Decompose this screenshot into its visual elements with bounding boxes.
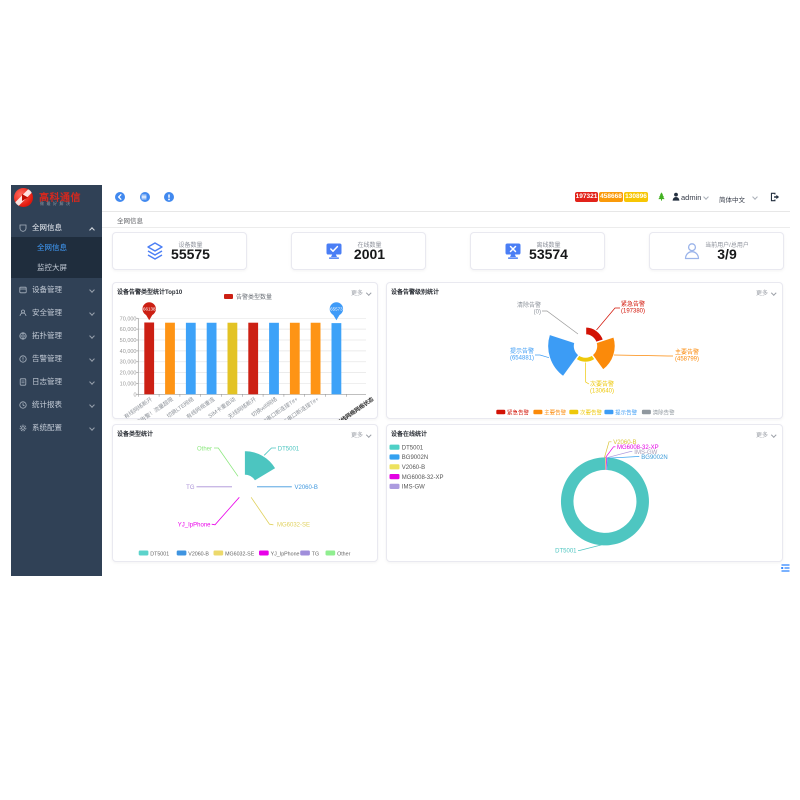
svg-text:DT5001: DT5001 <box>278 447 300 453</box>
svg-text:告警类型数量: 告警类型数量 <box>236 293 272 301</box>
svg-text:Other: Other <box>197 447 212 453</box>
svg-text:BG9002N: BG9002N <box>641 455 667 461</box>
svg-text:次要告警: 次要告警 <box>580 408 603 416</box>
svg-text:IMS-GW: IMS-GW <box>634 450 657 456</box>
svg-text:70,000: 70,000 <box>120 316 137 322</box>
svg-text:BG9002N: BG9002N <box>402 455 428 461</box>
svg-text:65573: 65573 <box>330 307 343 312</box>
svg-text:66138: 66138 <box>143 307 156 312</box>
svg-text:V2060-B: V2060-B <box>613 440 636 446</box>
svg-text:MG6008-32-XP: MG6008-32-XP <box>617 445 659 451</box>
svg-text:60,000: 60,000 <box>120 327 137 333</box>
svg-text:紧急告警: 紧急告警 <box>507 408 530 416</box>
svg-text:DT5001: DT5001 <box>555 549 577 555</box>
svg-text:主要告警: 主要告警 <box>544 408 567 416</box>
svg-text:40,000: 40,000 <box>120 349 137 355</box>
svg-text:次要告警: 次要告警 <box>590 380 614 388</box>
svg-text:提示告警: 提示告警 <box>615 408 638 416</box>
svg-text:YJ_IpPhone: YJ_IpPhone <box>178 523 211 529</box>
svg-text:提示告警: 提示告警 <box>510 347 534 355</box>
svg-text:清除告警: 清除告警 <box>517 301 541 309</box>
svg-text:清除告警: 清除告警 <box>653 408 676 416</box>
svg-text:TG: TG <box>312 552 319 558</box>
svg-text:(0): (0) <box>534 310 541 316</box>
svg-text:V2060-B: V2060-B <box>295 485 318 491</box>
svg-text:(458799): (458799) <box>675 357 699 363</box>
svg-text:(130640): (130640) <box>590 389 614 395</box>
svg-text:TG: TG <box>186 485 195 491</box>
svg-text:DT5001: DT5001 <box>402 445 424 451</box>
svg-text:30,000: 30,000 <box>120 360 137 366</box>
svg-text:V2060-B: V2060-B <box>188 552 209 558</box>
svg-text:(654881): (654881) <box>510 356 534 362</box>
svg-text:0: 0 <box>133 392 136 398</box>
svg-text:MG6032-SE: MG6032-SE <box>277 523 310 529</box>
svg-text:YJ_IpPhone: YJ_IpPhone <box>271 552 300 558</box>
svg-text:20,000: 20,000 <box>120 371 137 377</box>
svg-text:50,000: 50,000 <box>120 338 137 344</box>
svg-text:紧急告警: 紧急告警 <box>621 300 645 308</box>
svg-text:主要告警: 主要告警 <box>675 348 699 356</box>
svg-text:MG6008-32-XP: MG6008-32-XP <box>402 475 444 481</box>
svg-text:DT5001: DT5001 <box>150 552 169 558</box>
svg-text:有线网络网络状态: 有线网络网络状态 <box>335 395 376 420</box>
svg-text:MG6032-SE: MG6032-SE <box>225 552 255 558</box>
svg-text:V2060-B: V2060-B <box>402 465 425 471</box>
svg-text:IMS-GW: IMS-GW <box>402 485 425 491</box>
svg-text:(197380): (197380) <box>621 309 645 315</box>
svg-text:10,000: 10,000 <box>120 381 137 387</box>
svg-text:Other: Other <box>337 552 350 558</box>
